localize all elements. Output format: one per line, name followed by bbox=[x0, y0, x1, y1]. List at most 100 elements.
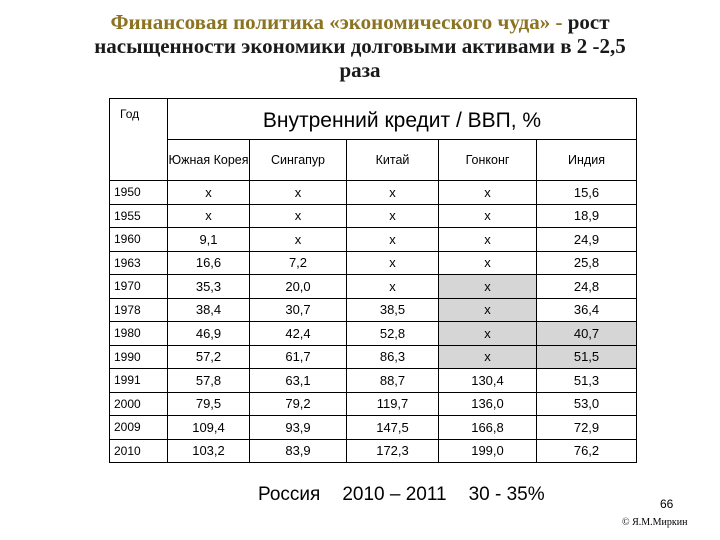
year-cell: 2009 bbox=[109, 415, 168, 440]
title-dark-text: рост bbox=[567, 10, 610, 34]
value-cell: 166,8 bbox=[438, 415, 537, 440]
slide-title: Финансовая политика «экономического чуда… bbox=[0, 10, 720, 82]
value-cell: 86,3 bbox=[346, 344, 439, 369]
table-row: 1963 16,6 7,2 x x 25,8 bbox=[109, 250, 637, 275]
value-cell: 57,2 bbox=[167, 344, 250, 369]
page-number: 66 bbox=[660, 497, 674, 511]
year-cell: 2000 bbox=[109, 391, 168, 416]
value-cell: 109,4 bbox=[167, 415, 250, 440]
table-row: 2009 109,4 93,9 147,5 166,8 72,9 bbox=[109, 415, 637, 440]
value-cell: 147,5 bbox=[346, 415, 439, 440]
value-cell: 38,4 bbox=[167, 297, 250, 322]
value-cell: 57,8 bbox=[167, 368, 250, 393]
table-row: 1991 57,8 63,1 88,7 130,4 51,3 bbox=[109, 368, 637, 393]
column-header: Индия bbox=[536, 139, 637, 181]
value-cell: 51,3 bbox=[536, 368, 637, 393]
column-header: Китай bbox=[346, 139, 439, 181]
table-row: 2000 79,5 79,2 119,7 136,0 53,0 bbox=[109, 391, 637, 416]
value-cell: 7,2 bbox=[249, 250, 347, 275]
value-cell: 46,9 bbox=[167, 321, 250, 346]
title-accent-text: Финансовая политика «экономического чуда… bbox=[110, 10, 568, 34]
value-cell: 38,5 bbox=[346, 297, 439, 322]
value-cell: x bbox=[438, 203, 537, 228]
value-cell: 103,2 bbox=[167, 438, 250, 463]
footer-note: Россия 2010 – 2011 30 - 35% bbox=[258, 484, 567, 506]
value-cell: 24,9 bbox=[536, 227, 637, 252]
value-cell: 40,7 bbox=[536, 321, 637, 346]
value-cell: 79,5 bbox=[167, 391, 250, 416]
table-row: 1978 38,4 30,7 38,5 x 36,4 bbox=[109, 297, 637, 322]
column-header: Сингапур bbox=[249, 139, 347, 181]
value-cell: x bbox=[438, 250, 537, 275]
table-row: 1970 35,3 20,0 x x 24,8 bbox=[109, 274, 637, 299]
value-cell: 172,3 bbox=[346, 438, 439, 463]
value-cell: 63,1 bbox=[249, 368, 347, 393]
value-cell: x bbox=[249, 180, 347, 205]
credit-gdp-table: Год Внутренний кредит / ВВП, % Южная Кор… bbox=[109, 98, 637, 463]
value-cell: x bbox=[346, 250, 439, 275]
value-cell: 119,7 bbox=[346, 391, 439, 416]
value-cell: 51,5 bbox=[536, 344, 637, 369]
footer-country: Россия bbox=[258, 484, 321, 505]
year-header: Год bbox=[109, 98, 168, 181]
value-cell: x bbox=[438, 297, 537, 322]
value-cell: 9,1 bbox=[167, 227, 250, 252]
value-cell: 16,6 bbox=[167, 250, 250, 275]
value-cell: x bbox=[438, 227, 537, 252]
value-cell: 88,7 bbox=[346, 368, 439, 393]
footer-period: 2010 – 2011 bbox=[342, 484, 447, 505]
table-row: 1950 x x x x 15,6 bbox=[109, 180, 637, 205]
value-cell: 20,0 bbox=[249, 274, 347, 299]
value-cell: 93,9 bbox=[249, 415, 347, 440]
table-row: 1980 46,9 42,4 52,8 x 40,7 bbox=[109, 321, 637, 346]
column-header: Гонконг bbox=[438, 139, 537, 181]
value-cell: 76,2 bbox=[536, 438, 637, 463]
value-cell: 30,7 bbox=[249, 297, 347, 322]
value-cell: 24,8 bbox=[536, 274, 637, 299]
value-cell: x bbox=[346, 180, 439, 205]
year-cell: 1970 bbox=[109, 274, 168, 299]
value-cell: x bbox=[438, 274, 537, 299]
value-cell: 199,0 bbox=[438, 438, 537, 463]
value-cell: x bbox=[346, 227, 439, 252]
value-cell: x bbox=[167, 203, 250, 228]
table-row: 2010 103,2 83,9 172,3 199,0 76,2 bbox=[109, 438, 637, 463]
table-row: 1990 57,2 61,7 86,3 x 51,5 bbox=[109, 344, 637, 369]
year-cell: 2010 bbox=[109, 438, 168, 463]
title-line-2: насыщенности экономики долговыми активам… bbox=[94, 34, 626, 58]
value-cell: 18,9 bbox=[536, 203, 637, 228]
footer-range: 30 - 35% bbox=[468, 484, 545, 505]
table-row: 1955 x x x x 18,9 bbox=[109, 203, 637, 228]
year-cell: 1991 bbox=[109, 368, 168, 393]
year-cell: 1990 bbox=[109, 344, 168, 369]
value-cell: 25,8 bbox=[536, 250, 637, 275]
value-cell: x bbox=[346, 274, 439, 299]
year-cell: 1955 bbox=[109, 203, 168, 228]
value-cell: 42,4 bbox=[249, 321, 347, 346]
main-header: Внутренний кредит / ВВП, % bbox=[167, 98, 637, 140]
value-cell: 79,2 bbox=[249, 391, 347, 416]
value-cell: 130,4 bbox=[438, 368, 537, 393]
header-row: Год Внутренний кредит / ВВП, % bbox=[109, 98, 637, 181]
value-cell: 83,9 bbox=[249, 438, 347, 463]
copyright: © Я.М.Миркин bbox=[622, 517, 688, 528]
value-cell: x bbox=[167, 180, 250, 205]
value-cell: 35,3 bbox=[167, 274, 250, 299]
value-cell: 61,7 bbox=[249, 344, 347, 369]
title-line-1: Финансовая политика «экономического чуда… bbox=[0, 10, 720, 34]
value-cell: 52,8 bbox=[346, 321, 439, 346]
year-cell: 1978 bbox=[109, 297, 168, 322]
value-cell: 15,6 bbox=[536, 180, 637, 205]
value-cell: x bbox=[249, 203, 347, 228]
value-cell: x bbox=[438, 180, 537, 205]
year-cell: 1963 bbox=[109, 250, 168, 275]
column-header: Южная Корея bbox=[167, 139, 250, 181]
value-cell: 136,0 bbox=[438, 391, 537, 416]
year-cell: 1980 bbox=[109, 321, 168, 346]
value-cell: 72,9 bbox=[536, 415, 637, 440]
value-cell: x bbox=[249, 227, 347, 252]
value-cell: 36,4 bbox=[536, 297, 637, 322]
value-cell: x bbox=[438, 344, 537, 369]
value-cell: x bbox=[438, 321, 537, 346]
column-header-row: Южная Корея Сингапур Китай Гонконг Индия bbox=[110, 139, 637, 181]
